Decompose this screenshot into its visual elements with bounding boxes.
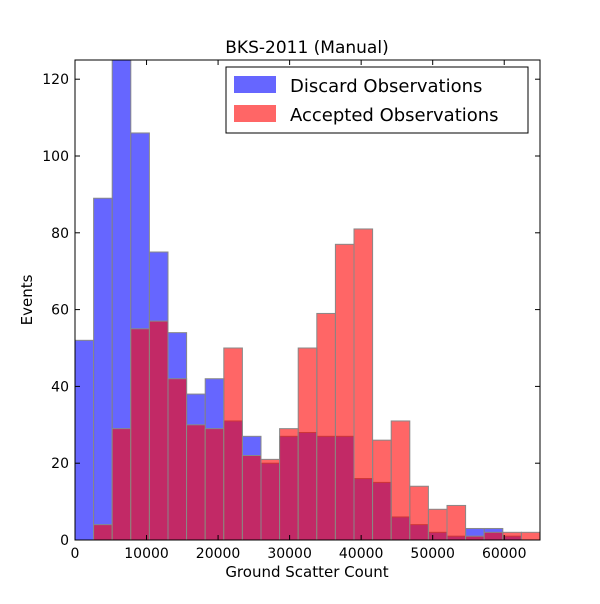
bar-accepted-8 [223, 347, 243, 541]
y-tick-label: 20 [51, 456, 69, 472]
x-tick-label: 40000 [339, 546, 384, 562]
bar-accepted-13 [316, 312, 336, 541]
y-tick-label: 60 [51, 303, 69, 319]
bar-accepted-18 [409, 485, 429, 541]
bar-accepted-12 [297, 347, 318, 541]
bar-accepted-21 [465, 535, 485, 541]
bar-accepted-3 [130, 328, 150, 541]
y-tick-label: 120 [42, 72, 69, 88]
legend: Discard Observations Accepted Observatio… [225, 66, 529, 134]
bar-accepted-4 [148, 320, 169, 541]
bar-accepted-6 [186, 424, 206, 541]
bar-accepted-24 [520, 531, 541, 541]
x-tick-label: 10000 [124, 546, 169, 562]
bar-accepted-11 [279, 428, 299, 541]
bar-accepted-15 [353, 228, 374, 541]
bar-accepted-23 [502, 531, 522, 541]
bar-discard-1 [93, 197, 113, 541]
legend-swatch-accepted [234, 105, 276, 122]
y-tick-label: 0 [60, 533, 69, 549]
bar-accepted-17 [390, 420, 411, 541]
bar-accepted-19 [427, 508, 448, 541]
legend-label-discard: Discard Observations [290, 76, 482, 97]
bar-accepted-9 [241, 455, 262, 541]
bar-accepted-20 [446, 504, 467, 541]
bar-accepted-2 [111, 428, 132, 541]
y-tick-label: 80 [51, 226, 69, 242]
x-tick-label: 20000 [196, 546, 241, 562]
legend-box [225, 66, 529, 134]
accepted-bars [93, 228, 541, 541]
bar-accepted-10 [260, 458, 281, 541]
y-axis-ticks: 0 20 40 60 80 100 120 [42, 72, 540, 549]
x-tick-label: 50000 [410, 546, 455, 562]
y-tick-label: 40 [51, 379, 69, 395]
legend-label-accepted: Accepted Observations [290, 105, 499, 126]
legend-swatch-discard [234, 76, 276, 93]
x-axis-ticks: 0 10000 20000 30000 40000 50000 60000 [71, 60, 527, 562]
chart-title: BKS-2011 (Manual) [225, 38, 388, 58]
y-axis-label: Events [18, 274, 36, 325]
bar-accepted-16 [372, 439, 392, 541]
bar-accepted-5 [167, 378, 188, 541]
x-tick-label: 30000 [267, 546, 312, 562]
bar-accepted-7 [204, 428, 225, 541]
x-tick-label: 0 [71, 546, 80, 562]
x-axis-label: Ground Scatter Count [225, 563, 388, 581]
bar-accepted-14 [334, 243, 355, 541]
x-tick-label: 60000 [482, 546, 527, 562]
plot-frame [74, 59, 541, 541]
y-tick-label: 100 [42, 149, 69, 165]
bar-discard-0 [74, 339, 95, 541]
bar-accepted-1 [93, 524, 113, 541]
bar-accepted-22 [483, 531, 504, 541]
